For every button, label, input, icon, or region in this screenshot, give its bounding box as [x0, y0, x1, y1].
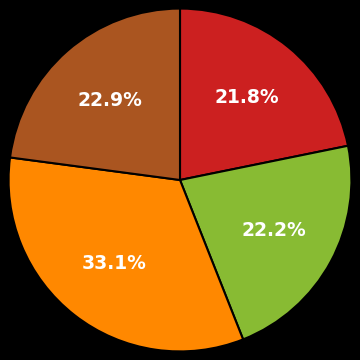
Text: 33.1%: 33.1%: [82, 254, 147, 273]
Wedge shape: [180, 146, 351, 339]
Wedge shape: [10, 9, 180, 180]
Text: 22.2%: 22.2%: [241, 221, 306, 240]
Text: 21.8%: 21.8%: [215, 88, 280, 107]
Wedge shape: [180, 9, 348, 180]
Text: 22.9%: 22.9%: [77, 91, 143, 109]
Wedge shape: [9, 157, 243, 351]
